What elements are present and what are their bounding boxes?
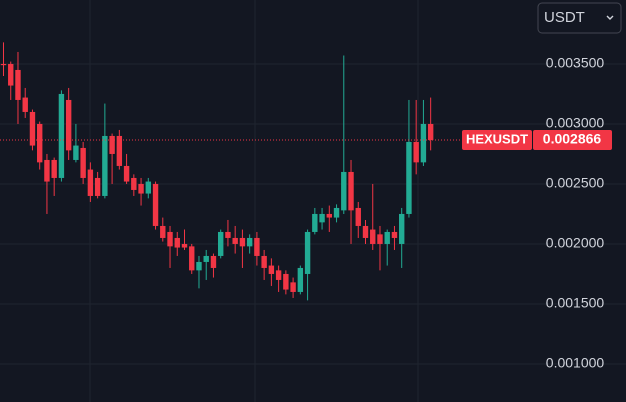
y-tick-label: 0.002500 (546, 175, 605, 191)
candle-body (203, 255, 209, 262)
candle-body (123, 165, 130, 182)
candle-body (246, 237, 253, 247)
candle-body (399, 213, 405, 244)
candle-body (65, 99, 72, 151)
y-tick-label: 0.003000 (546, 115, 605, 131)
candle-body (348, 171, 354, 211)
candle-body (109, 135, 115, 154)
candle-body (167, 231, 173, 247)
candle-body (73, 145, 79, 160)
candle-body (413, 141, 419, 163)
candle-body (0, 63, 7, 66)
selector-label[interactable]: USDT (544, 9, 585, 26)
candle-body (160, 225, 166, 238)
candle-body (58, 93, 65, 178)
selector-box[interactable] (537, 2, 622, 34)
candle-body (370, 229, 376, 244)
candle-body (131, 177, 137, 190)
candle-body (181, 243, 188, 248)
candle-body (319, 213, 325, 223)
candle-body (44, 159, 50, 182)
candle-body (102, 135, 108, 196)
candle-body (355, 207, 361, 226)
candle-body (420, 123, 427, 163)
candle-body (138, 183, 144, 194)
candle-body (15, 69, 21, 100)
candle-body (145, 181, 151, 194)
candle-body (189, 246, 195, 271)
candle-body (333, 207, 340, 218)
y-tick-label: 0.001000 (546, 355, 605, 371)
candle-body (384, 231, 390, 244)
candle-body (218, 231, 224, 256)
candle-body (51, 159, 57, 178)
candle-body (80, 147, 86, 178)
candle-body (326, 213, 332, 218)
candle-body (8, 63, 14, 86)
candle-body (312, 213, 318, 232)
candle-body (239, 237, 246, 247)
candle-body (232, 237, 238, 244)
candle-body (196, 261, 202, 271)
candle-body (406, 141, 412, 214)
candle-body (283, 273, 289, 290)
candle-body (94, 177, 101, 196)
quote-selector[interactable]: USDT (537, 2, 622, 34)
candle-body (391, 231, 398, 238)
candle-body (261, 255, 267, 268)
y-tick-label: 0.002000 (546, 235, 605, 251)
candle-body (152, 183, 159, 226)
last-price-label: 0.002866 (543, 131, 602, 147)
candle-body (268, 265, 275, 274)
chevron (606, 15, 614, 20)
candle-body (254, 237, 260, 256)
y-tick-label: 0.003500 (546, 55, 605, 71)
candle-body (210, 255, 217, 268)
candle-body (116, 135, 123, 166)
plot-area (0, 42, 626, 365)
candle-body (362, 225, 369, 238)
candle-body (377, 234, 383, 244)
candle-body (174, 237, 180, 248)
candle-body (29, 111, 36, 146)
candle-body (297, 267, 304, 292)
candle-body (304, 231, 311, 274)
candle-body (341, 171, 347, 211)
price-tag (533, 130, 612, 151)
candle-body (225, 231, 231, 238)
candle-body (22, 97, 28, 112)
candle-body (275, 270, 282, 280)
candle-body (427, 123, 434, 141)
candle-body (37, 123, 43, 163)
symbol-label: HEXUSDT (466, 131, 528, 146)
candle-body (87, 169, 94, 196)
y-tick-label: 0.001500 (546, 295, 605, 311)
candle-body (290, 282, 296, 292)
symbol-tag (462, 130, 532, 151)
